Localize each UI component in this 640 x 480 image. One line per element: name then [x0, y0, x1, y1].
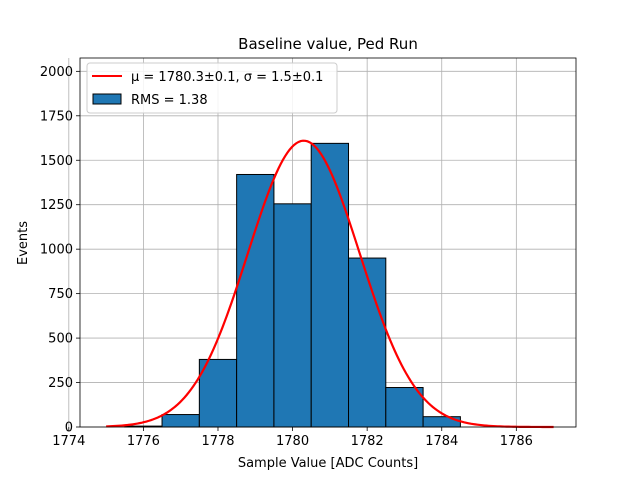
x-tick-label: 1784 [425, 434, 458, 449]
plot-frame [79, 57, 577, 428]
x-axis-label: Sample Value [ADC Counts] [238, 456, 418, 471]
legend-rms-label: RMS = 1.38 [131, 93, 208, 108]
histogram-bar [310, 142, 350, 428]
histogram-bar [198, 358, 238, 428]
x-tick-label: 1782 [351, 434, 384, 449]
y-tick-label: 500 [48, 332, 73, 347]
y-axis-ticks: 0 250 500 750 1000 1250 1500 1750 2000 [40, 65, 80, 436]
histogram-bar [385, 387, 424, 428]
y-tick-label: 2000 [40, 65, 73, 80]
x-tick-label: 1774 [52, 434, 85, 449]
histogram-bar [161, 414, 200, 428]
y-tick-label: 0 [65, 421, 73, 436]
x-tick-label: 1778 [201, 434, 234, 449]
y-tick-label: 750 [48, 287, 73, 302]
histogram-bar [273, 203, 312, 428]
x-tick-label: 1776 [127, 434, 160, 449]
y-tick-label: 250 [48, 376, 73, 391]
gaussian-fit [106, 139, 554, 429]
legend-box [86, 62, 338, 114]
y-tick-label: 1750 [40, 109, 73, 124]
legend: μ = 1780.3±0.1, σ = 1.5±0.1 RMS = 1.38 [86, 62, 338, 114]
y-tick-label: 1250 [40, 198, 73, 213]
legend-fit-label: μ = 1780.3±0.1, σ = 1.5±0.1 [131, 70, 323, 85]
histogram-bar [348, 257, 387, 428]
chart-title: Baseline value, Ped Run [238, 35, 418, 53]
legend-rms-swatch [92, 93, 122, 105]
histogram-bars [124, 142, 461, 428]
y-axis-label: Events [16, 221, 31, 265]
histogram-bar [422, 416, 461, 428]
x-tick-label: 1780 [276, 434, 309, 449]
y-tick-label: 1500 [40, 154, 73, 169]
x-tick-label: 1786 [500, 434, 533, 449]
fit-curve [106, 139, 554, 429]
histogram-bar [236, 173, 275, 428]
y-tick-label: 1000 [40, 243, 73, 258]
x-axis-ticks: 1774 1776 1778 1780 1782 1784 1786 [52, 427, 533, 449]
